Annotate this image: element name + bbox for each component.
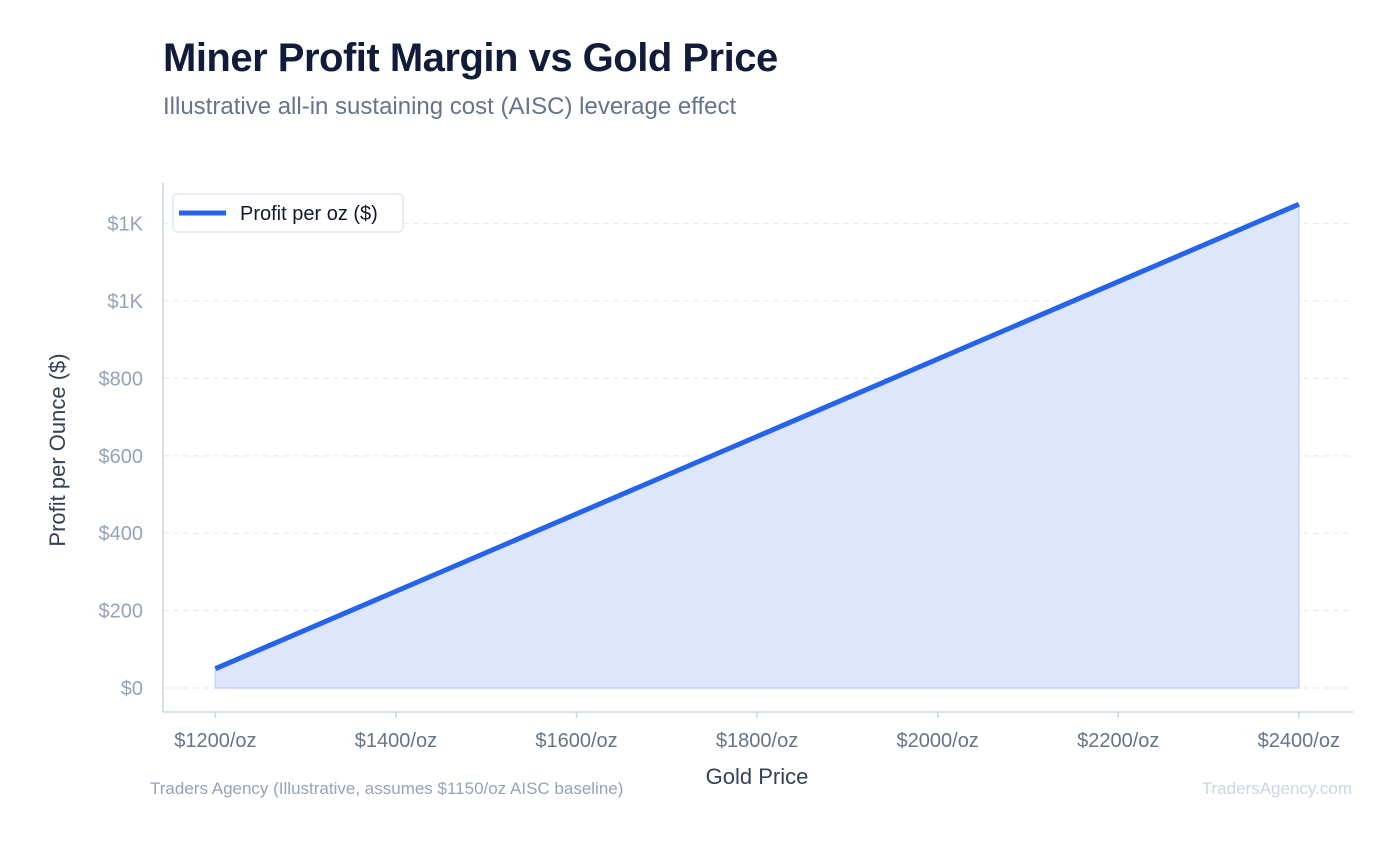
- area-layer: [214, 203, 1300, 689]
- y-tick-labels: $0 $200 $400 $600 $800 $1K $1K: [99, 214, 144, 700]
- x-tick-label: $1400/oz: [355, 730, 437, 752]
- x-tick-labels: $1200/oz $1400/oz $1600/oz $1800/oz $2000/oz…: [174, 730, 1340, 752]
- series-area-fill: [214, 203, 1300, 689]
- legend-box: [172, 193, 404, 233]
- y-tick-label: $1K: [107, 291, 143, 313]
- y-tick-label: $400: [99, 523, 144, 545]
- y-tick-label: $600: [99, 446, 144, 468]
- series-layer: [214, 201, 1300, 671]
- y-tick-label: $200: [99, 601, 144, 623]
- y-tick-label: $0: [121, 678, 143, 700]
- legend: Profit per oz ($): [172, 193, 404, 233]
- source-note: Traders Agency (Illustrative, assumes $1…: [150, 779, 624, 798]
- x-tick-label: $2000/oz: [897, 730, 979, 752]
- x-tick-label: $2200/oz: [1077, 730, 1159, 752]
- y-axis-title: Profit per Ounce ($): [45, 353, 70, 546]
- chart-title: Miner Profit Margin vs Gold Price: [163, 36, 778, 80]
- series-line: [214, 201, 1300, 671]
- axes: [162, 183, 1353, 718]
- y-tick-label: $1K: [107, 214, 143, 236]
- x-tick-label: $2400/oz: [1258, 730, 1340, 752]
- y-tick-label: $800: [99, 368, 144, 390]
- legend-label: Profit per oz ($): [240, 203, 378, 225]
- x-tick-label: $1600/oz: [535, 730, 617, 752]
- x-tick-label: $1800/oz: [716, 730, 798, 752]
- chart-subtitle: Illustrative all-in sustaining cost (AIS…: [163, 93, 737, 120]
- x-axis-title: Gold Price: [706, 764, 809, 789]
- brand-watermark: TradersAgency.com: [1201, 779, 1352, 798]
- x-tick-label: $1200/oz: [174, 730, 256, 752]
